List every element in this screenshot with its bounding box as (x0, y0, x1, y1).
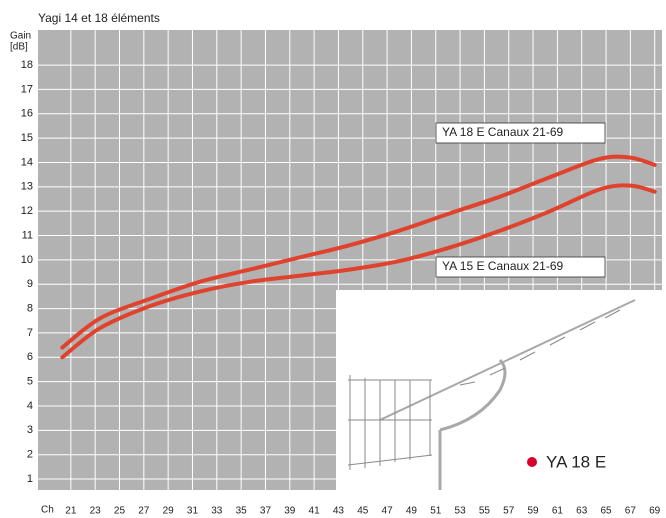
x-tick-label: 65 (600, 506, 612, 517)
chart: Yagi 14 et 18 éléments Gain [dB] Ch YA 1… (0, 0, 666, 518)
x-tick-label: 33 (211, 506, 223, 517)
chart-title: Yagi 14 et 18 éléments (38, 11, 160, 25)
x-tick-label: 45 (357, 506, 369, 517)
y-axis-label: Gain (10, 31, 31, 42)
series-annotation: YA 15 E Canaux 21-69 (442, 259, 564, 273)
y-tick-label: 13 (21, 181, 33, 193)
x-tick-label: 51 (430, 506, 442, 517)
x-tick-label: 55 (479, 506, 491, 517)
x-tick-label: 41 (309, 506, 321, 517)
product-label: YA 18 E (546, 452, 606, 471)
x-tick-label: 69 (649, 506, 661, 517)
x-tick-label: 35 (236, 506, 248, 517)
y-tick-label: 4 (27, 400, 33, 412)
y-tick-label: 18 (21, 59, 33, 71)
y-tick-label: 3 (27, 424, 33, 436)
x-tick-label: 49 (406, 506, 418, 517)
x-tick-label: 63 (576, 506, 588, 517)
x-tick-label: 47 (382, 506, 394, 517)
y-tick-label: 5 (27, 376, 33, 388)
x-tick-label: 23 (90, 506, 102, 517)
x-tick-label: 31 (187, 506, 199, 517)
series-annotation: YA 18 E Canaux 21-69 (442, 125, 564, 139)
y-tick-label: 16 (21, 108, 33, 120)
x-tick-label: 21 (65, 506, 77, 517)
x-tick-label: 59 (528, 506, 540, 517)
x-tick-label: 29 (163, 506, 175, 517)
x-axis-label: Ch (41, 505, 54, 516)
x-tick-label: 25 (114, 506, 126, 517)
x-tick-label: 57 (503, 506, 515, 517)
y-tick-label: 6 (27, 351, 33, 363)
y-tick-label: 14 (21, 156, 33, 168)
x-tick-label: 53 (455, 506, 467, 517)
product-photo: YA 18 E (336, 290, 662, 490)
y-tick-label: 9 (27, 278, 33, 290)
x-tick-label: 67 (625, 506, 637, 517)
y-tick-label: 11 (22, 229, 33, 241)
x-tick-label: 43 (333, 506, 345, 517)
y-tick-label: 1 (27, 473, 33, 485)
y-tick-label: 12 (21, 205, 33, 217)
x-tick-label: 39 (284, 506, 296, 517)
x-tick-label: 61 (552, 506, 564, 517)
y-tick-label: 15 (21, 132, 33, 144)
x-tick-label: 37 (260, 506, 272, 517)
legend-dot (527, 457, 537, 467)
y-axis-label: [dB] (10, 42, 28, 53)
y-tick-label: 2 (27, 449, 33, 461)
x-tick-label: 27 (138, 506, 150, 517)
y-tick-label: 7 (27, 327, 33, 339)
y-tick-label: 10 (21, 254, 33, 266)
y-tick-label: 8 (27, 302, 33, 314)
y-tick-label: 17 (21, 83, 33, 95)
